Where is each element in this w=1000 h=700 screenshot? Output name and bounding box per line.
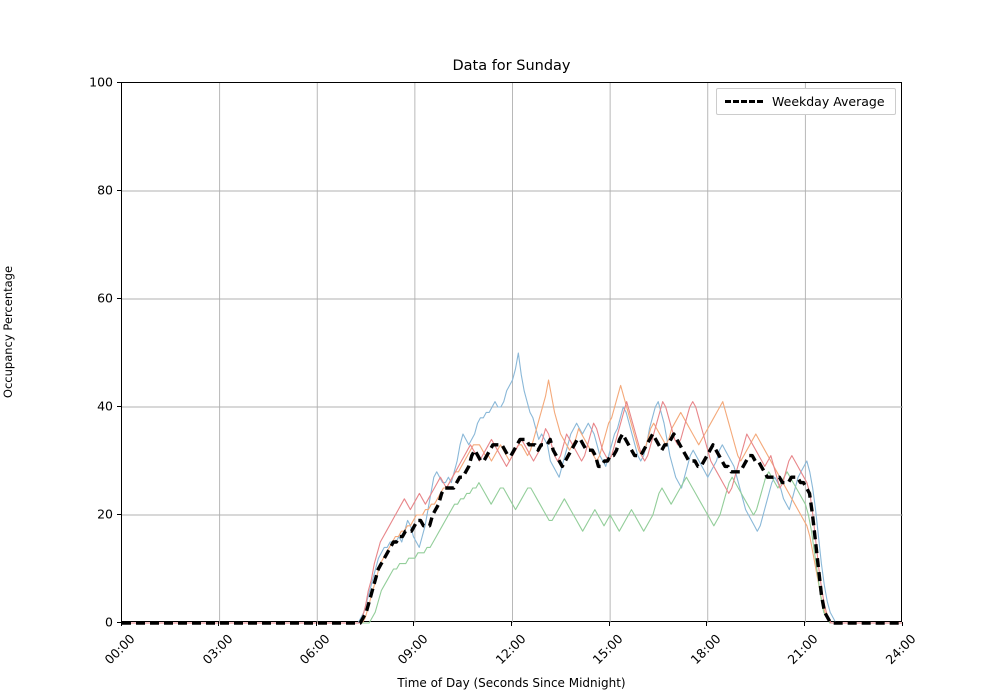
y-tick-label: 100 [89, 74, 113, 90]
series-line [122, 471, 903, 624]
y-tick-mark [117, 81, 121, 83]
y-tick-label: 40 [97, 398, 113, 414]
y-tick-label: 20 [97, 506, 113, 522]
y-tick-label: 0 [105, 614, 113, 630]
x-tick-mark [511, 622, 513, 626]
series-line [122, 401, 903, 624]
y-tick-label: 60 [97, 290, 113, 306]
chart-title: Data for Sunday [452, 58, 571, 74]
legend-dashed-line-icon [725, 100, 763, 103]
grid-lines [122, 83, 903, 623]
y-axis-label: Occupancy Percentage [1, 265, 15, 399]
x-tick-mark [120, 622, 122, 626]
y-tick-mark [117, 297, 121, 299]
x-tick-mark [803, 622, 805, 626]
x-tick-mark [706, 622, 708, 626]
x-tick-mark [315, 622, 317, 626]
series-line [122, 432, 903, 625]
y-tick-mark [117, 189, 121, 191]
x-tick-mark [608, 622, 610, 626]
y-tick-mark [117, 513, 121, 515]
y-tick-mark [117, 621, 121, 623]
series-line [122, 379, 903, 624]
y-tick-mark [117, 405, 121, 407]
x-tick-mark [901, 622, 903, 626]
chart-legend[interactable]: Weekday Average [716, 88, 896, 115]
x-axis-label: Time of Day (Seconds Since Midnight) [397, 676, 626, 690]
x-tick-mark [413, 622, 415, 626]
series-lines [122, 352, 903, 625]
legend-label: Weekday Average [772, 94, 885, 109]
y-tick-label: 80 [97, 182, 113, 198]
plot-area [121, 82, 903, 625]
x-tick-mark [218, 622, 220, 626]
x-tick-label: 00:00 [101, 631, 138, 668]
